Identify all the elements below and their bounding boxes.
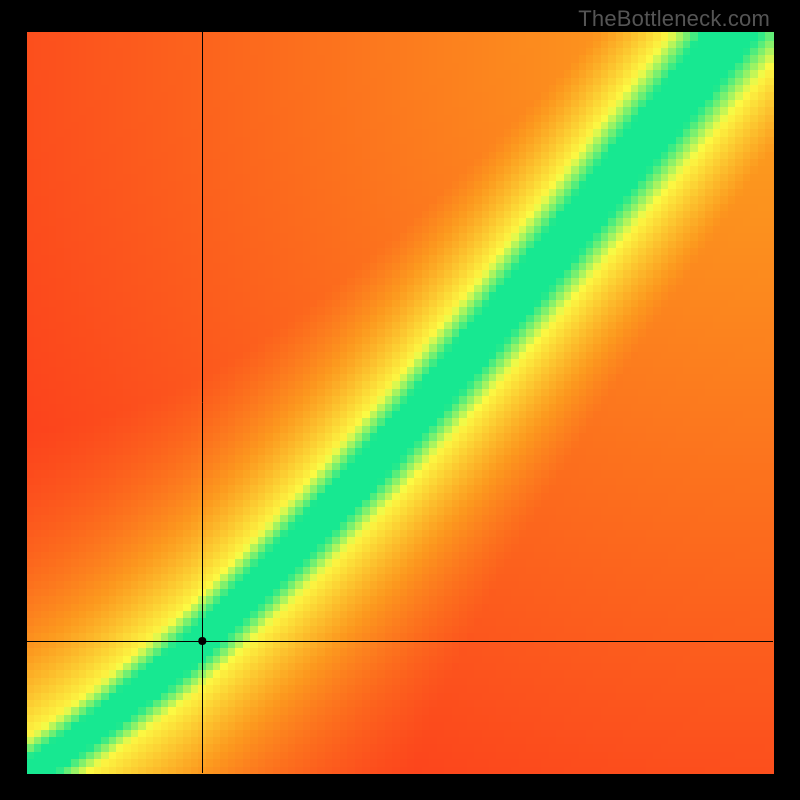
bottleneck-heatmap-canvas: [0, 0, 800, 800]
watermark-label: TheBottleneck.com: [578, 6, 770, 32]
chart-container: TheBottleneck.com: [0, 0, 800, 800]
